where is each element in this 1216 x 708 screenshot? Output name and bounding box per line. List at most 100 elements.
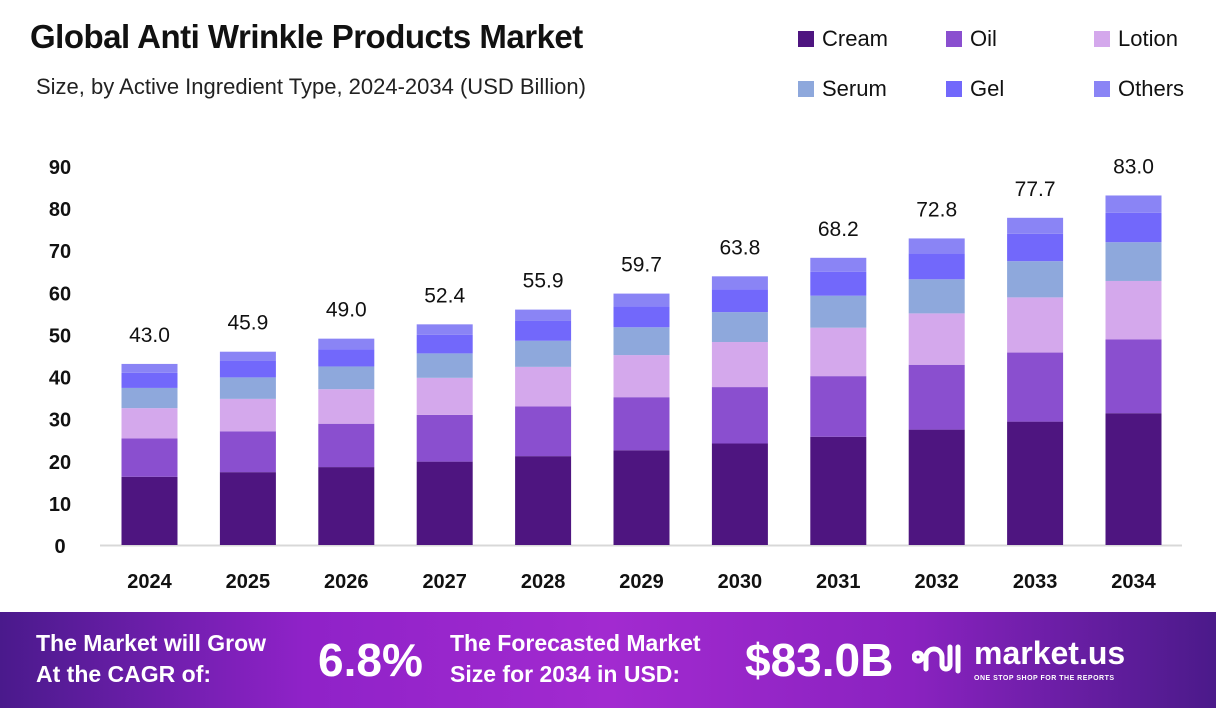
bar-segment-others-2027 [416, 324, 473, 335]
bar-segment-lotion-2028 [515, 366, 572, 407]
total-label: 59.7 [621, 254, 662, 277]
bar-segment-others-2028 [515, 309, 572, 321]
bar-segment-cream-2025 [219, 472, 276, 545]
y-tick-label: 90 [49, 157, 71, 179]
cagr-label-line1: The Market will Grow [36, 630, 267, 656]
total-label: 52.4 [424, 284, 465, 307]
bar-segment-cream-2027 [416, 461, 473, 545]
total-label: 63.8 [719, 236, 760, 259]
bar-segment-serum-2027 [416, 353, 473, 378]
x-tick-label: 2030 [718, 571, 763, 593]
y-tick-label: 70 [49, 241, 71, 263]
footer-banner: The Market will Grow At the CAGR of: 6.8… [0, 612, 1216, 708]
bar-segment-gel-2024 [121, 372, 178, 388]
x-tick-label: 2024 [127, 571, 172, 593]
legend-label: Lotion [1118, 26, 1178, 51]
bar-segment-lotion-2026 [318, 389, 375, 424]
bar-segment-oil-2033 [1007, 352, 1064, 422]
bar-segment-serum-2026 [318, 366, 375, 390]
bar-segment-oil-2030 [711, 387, 768, 444]
bar-segment-others-2031 [810, 257, 867, 272]
bar-segment-gel-2026 [318, 349, 375, 367]
bar-segment-lotion-2031 [810, 327, 867, 377]
bar-segment-oil-2026 [318, 423, 375, 468]
x-tick-label: 2031 [816, 571, 861, 593]
legend-label: Gel [970, 76, 1005, 101]
legend-swatch [946, 31, 962, 47]
legend-swatch [1094, 81, 1110, 97]
y-tick-label: 50 [49, 325, 71, 347]
y-tick-label: 40 [49, 368, 71, 390]
y-tick-label: 0 [54, 536, 65, 558]
bar-segment-oil-2028 [515, 406, 572, 457]
legend-swatch [1094, 31, 1110, 47]
logo-tagline: ONE STOP SHOP FOR THE REPORTS [974, 675, 1115, 682]
bar-segment-gel-2027 [416, 334, 473, 354]
total-label: 49.0 [326, 299, 367, 322]
total-label: 72.8 [916, 198, 957, 221]
bar-segment-cream-2029 [613, 450, 670, 545]
y-tick-label: 80 [49, 199, 71, 221]
bar-segment-gel-2029 [613, 306, 670, 328]
legend-item-others: Others [1094, 76, 1184, 102]
total-label: 83.0 [1113, 155, 1154, 178]
bar-segment-serum-2028 [515, 340, 572, 367]
bar-segment-serum-2029 [613, 327, 670, 356]
bar-segment-serum-2030 [711, 312, 768, 343]
bar-segment-lotion-2024 [121, 408, 178, 439]
legend-item-gel: Gel [946, 76, 1004, 102]
bar-segment-cream-2030 [711, 443, 768, 545]
x-tick-label: 2027 [422, 571, 467, 593]
bar-segment-gel-2031 [810, 271, 867, 296]
total-label: 43.0 [129, 324, 170, 347]
bar-segment-lotion-2033 [1007, 297, 1064, 353]
y-tick-label: 20 [49, 452, 71, 474]
legend-swatch [798, 81, 814, 97]
bar-segment-gel-2030 [711, 289, 768, 313]
legend-swatch [798, 31, 814, 47]
bar-segment-serum-2032 [908, 279, 965, 314]
bar-segment-cream-2028 [515, 456, 572, 545]
bar-segment-oil-2029 [613, 397, 670, 451]
bar-segment-lotion-2034 [1105, 280, 1162, 340]
forecast-value: $83.0B [745, 634, 894, 686]
total-label: 68.2 [818, 218, 859, 241]
bar-segment-serum-2031 [810, 295, 867, 328]
bar-segment-cream-2034 [1105, 413, 1162, 545]
bar-segment-serum-2034 [1105, 242, 1162, 281]
legend-item-serum: Serum [798, 76, 887, 102]
x-tick-label: 2032 [914, 571, 959, 593]
bar-segment-gel-2025 [219, 360, 276, 378]
bar-segment-cream-2026 [318, 467, 375, 545]
forecast-label-line2: Size for 2034 in USD: [450, 661, 681, 687]
forecast-label: The Forecasted Market Size for 2034 in U… [450, 628, 701, 690]
bar-segment-oil-2027 [416, 414, 473, 462]
legend-item-lotion: Lotion [1094, 26, 1178, 52]
y-tick-label: 30 [49, 410, 71, 432]
bar-segment-oil-2032 [908, 364, 965, 430]
bar-segment-cream-2024 [121, 476, 178, 545]
bar-segment-oil-2031 [810, 376, 867, 437]
legend-item-cream: Cream [798, 26, 888, 52]
y-tick-label: 60 [49, 283, 71, 305]
bar-segment-others-2034 [1105, 195, 1162, 213]
legend-label: Serum [822, 76, 887, 101]
bar-segment-lotion-2025 [219, 398, 276, 432]
bar-segment-others-2030 [711, 276, 768, 290]
legend-item-oil: Oil [946, 26, 997, 52]
bar-segment-gel-2028 [515, 320, 572, 341]
bar-segment-cream-2032 [908, 429, 965, 545]
bar-segment-gel-2034 [1105, 212, 1162, 243]
chart-subtitle: Size, by Active Ingredient Type, 2024-20… [36, 74, 586, 99]
bar-segment-oil-2025 [219, 431, 276, 473]
market-us-logo: market.us ONE STOP SHOP FOR THE REPORTS [912, 634, 1125, 684]
bar-segment-others-2033 [1007, 217, 1064, 234]
legend-swatch [946, 81, 962, 97]
x-tick-label: 2034 [1111, 571, 1156, 593]
cagr-value: 6.8% [318, 634, 423, 686]
bar-segment-others-2029 [613, 293, 670, 307]
bar-segment-lotion-2032 [908, 313, 965, 365]
bar-segment-serum-2024 [121, 387, 178, 409]
total-label: 77.7 [1015, 178, 1056, 201]
bar-segment-lotion-2027 [416, 377, 473, 415]
